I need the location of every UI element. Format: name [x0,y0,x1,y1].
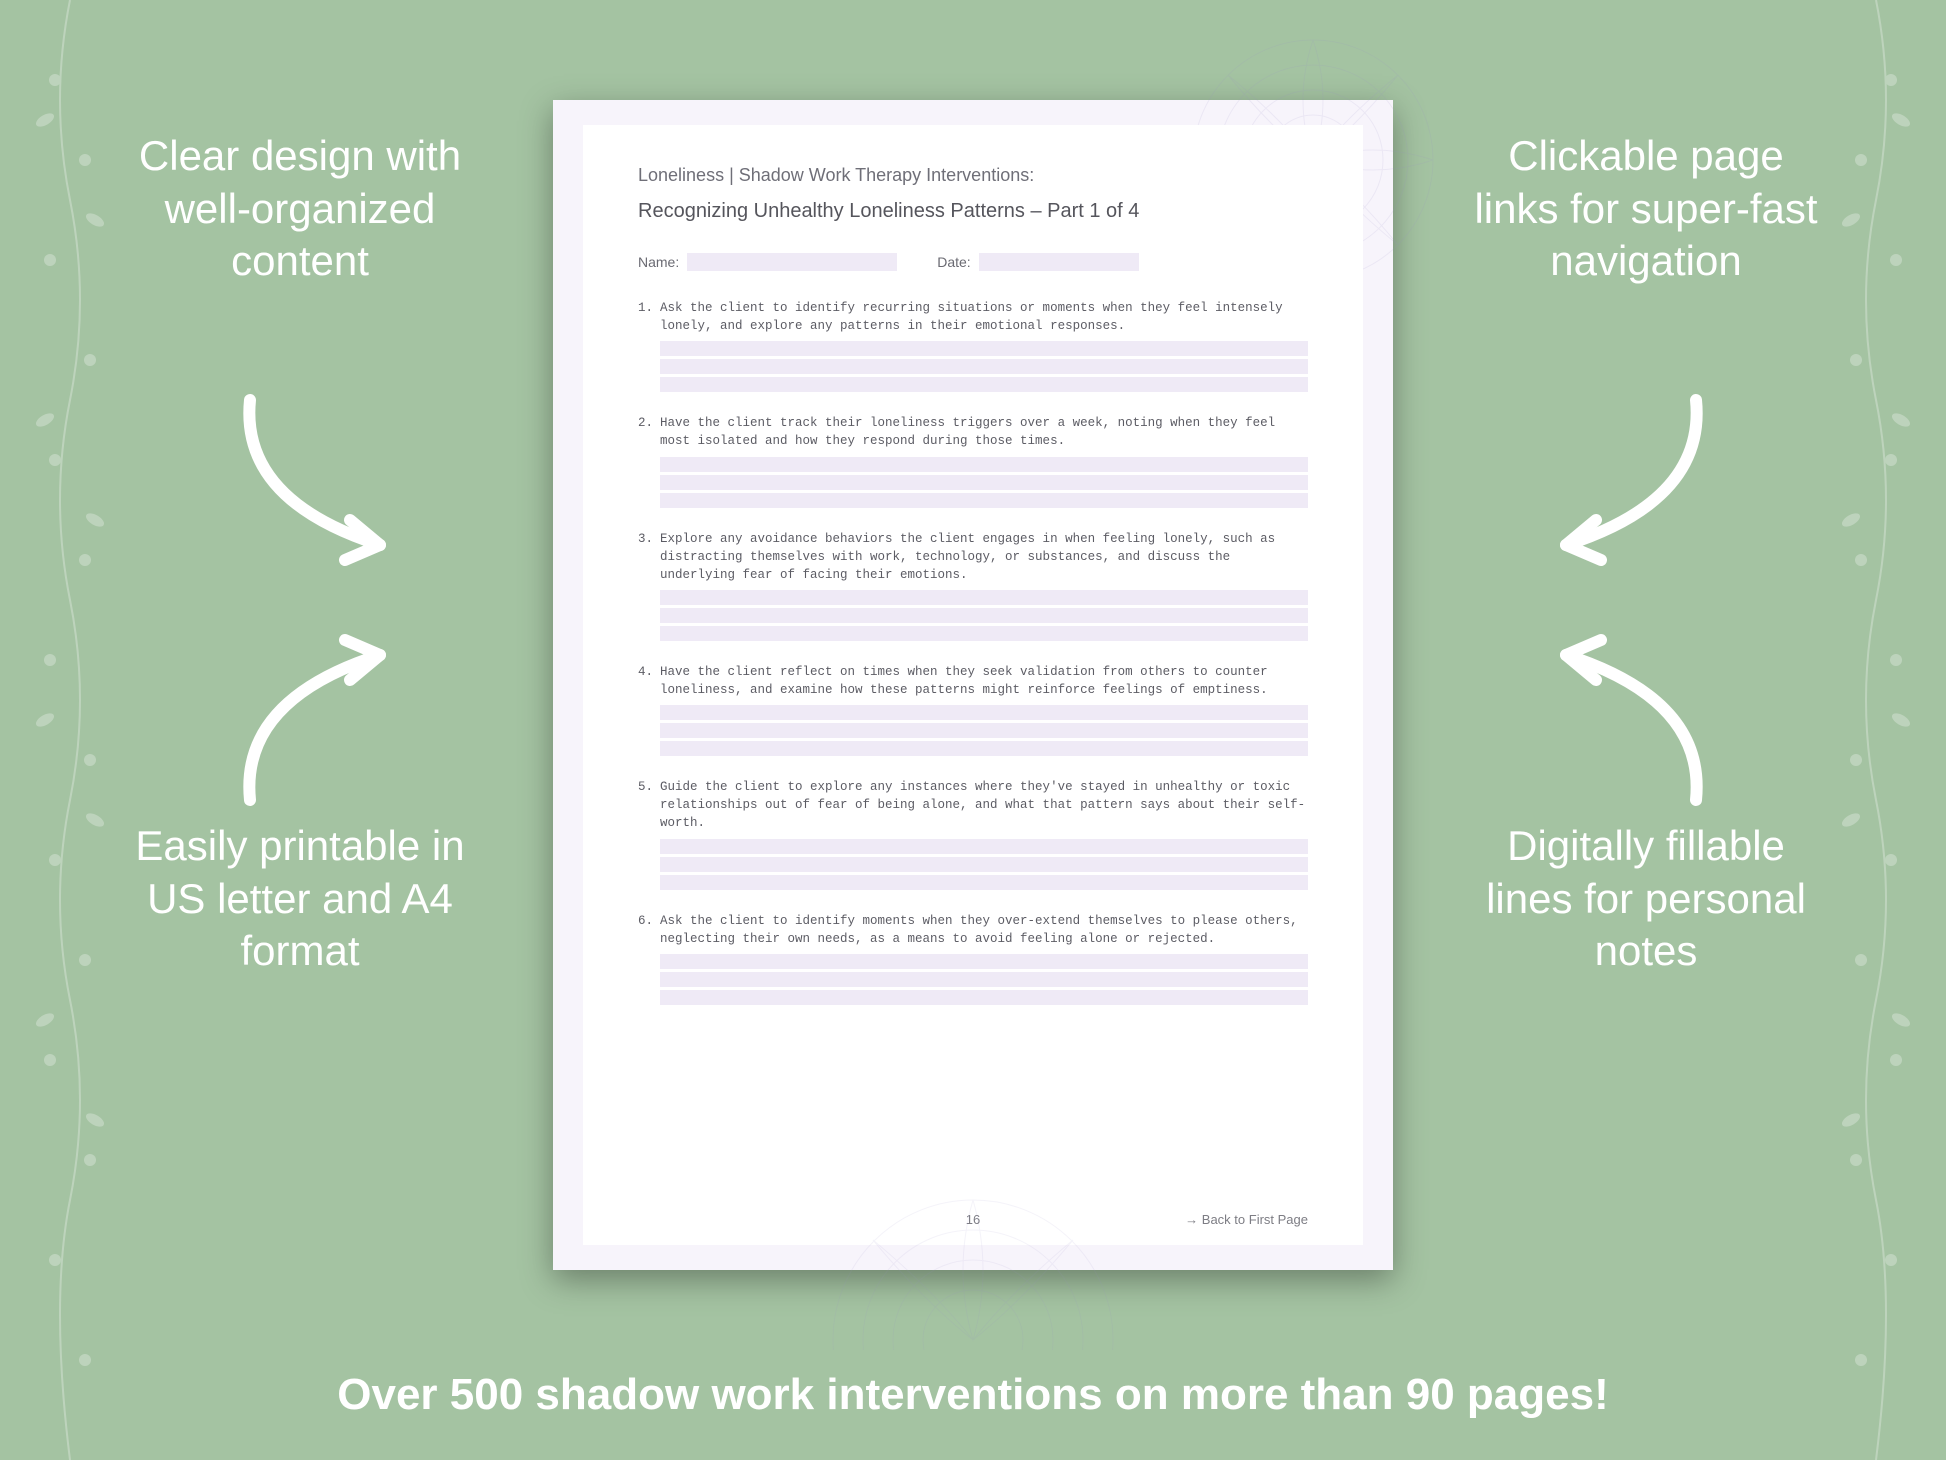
meta-row: Name: Date: [638,253,1308,271]
vine-decoration-right [1806,0,1946,1460]
question-list: 1.Ask the client to identify recurring s… [638,299,1308,1005]
question-text: Have the client reflect on times when th… [660,663,1308,699]
arrow-br-icon [1516,620,1736,820]
fill-line[interactable] [660,626,1308,641]
vine-decoration-left [0,0,140,1460]
fill-line[interactable] [660,493,1308,508]
question-number: 5. [638,778,660,832]
question-item: 3.Explore any avoidance behaviors the cl… [638,530,1308,641]
arrow-tr-icon [1516,380,1736,580]
question-item: 5.Guide the client to explore any instan… [638,778,1308,889]
fill-line[interactable] [660,954,1308,969]
question-text: Ask the client to identify moments when … [660,912,1308,948]
name-field[interactable] [687,253,897,271]
fill-line[interactable] [660,457,1308,472]
fill-line[interactable] [660,875,1308,890]
question-item: 6.Ask the client to identify moments whe… [638,912,1308,1005]
fill-line[interactable] [660,705,1308,720]
name-label: Name: [638,254,679,270]
callout-top-left: Clear design with well-organized content [120,130,480,288]
fill-line[interactable] [660,590,1308,605]
fill-line[interactable] [660,990,1308,1005]
question-number: 4. [638,663,660,699]
question-number: 1. [638,299,660,335]
doc-subtitle: Recognizing Unhealthy Loneliness Pattern… [638,200,1308,223]
fill-line[interactable] [660,972,1308,987]
question-number: 6. [638,912,660,948]
fill-line[interactable] [660,857,1308,872]
date-field[interactable] [979,253,1139,271]
footer-tagline: Over 500 shadow work interventions on mo… [0,1370,1946,1420]
question-number: 2. [638,414,660,450]
fill-line[interactable] [660,839,1308,854]
back-to-first-link[interactable]: → Back to First Page [1185,1212,1308,1227]
question-item: 1.Ask the client to identify recurring s… [638,299,1308,392]
doc-title: Loneliness | Shadow Work Therapy Interve… [638,165,1308,186]
fill-line[interactable] [660,723,1308,738]
fill-line[interactable] [660,377,1308,392]
question-number: 3. [638,530,660,584]
worksheet-inner: Loneliness | Shadow Work Therapy Interve… [583,125,1363,1245]
callout-bottom-left: Easily printable in US letter and A4 for… [120,820,480,978]
arrow-bl-icon [210,620,430,820]
worksheet-page: Loneliness | Shadow Work Therapy Interve… [553,100,1393,1270]
date-label: Date: [937,254,970,270]
question-item: 4.Have the client reflect on times when … [638,663,1308,756]
page-number: 16 [966,1212,980,1227]
question-text: Explore any avoidance behaviors the clie… [660,530,1308,584]
fill-line[interactable] [660,608,1308,623]
question-item: 2.Have the client track their loneliness… [638,414,1308,507]
question-text: Ask the client to identify recurring sit… [660,299,1308,335]
page-footer: 16 → Back to First Page [638,1212,1308,1227]
callout-top-right: Clickable page links for super-fast navi… [1466,130,1826,288]
fill-line[interactable] [660,341,1308,356]
arrow-tl-icon [210,380,430,580]
question-text: Have the client track their loneliness t… [660,414,1308,450]
question-text: Guide the client to explore any instance… [660,778,1308,832]
fill-line[interactable] [660,475,1308,490]
fill-line[interactable] [660,741,1308,756]
fill-line[interactable] [660,359,1308,374]
callout-bottom-right: Digitally fillable lines for personal no… [1466,820,1826,978]
